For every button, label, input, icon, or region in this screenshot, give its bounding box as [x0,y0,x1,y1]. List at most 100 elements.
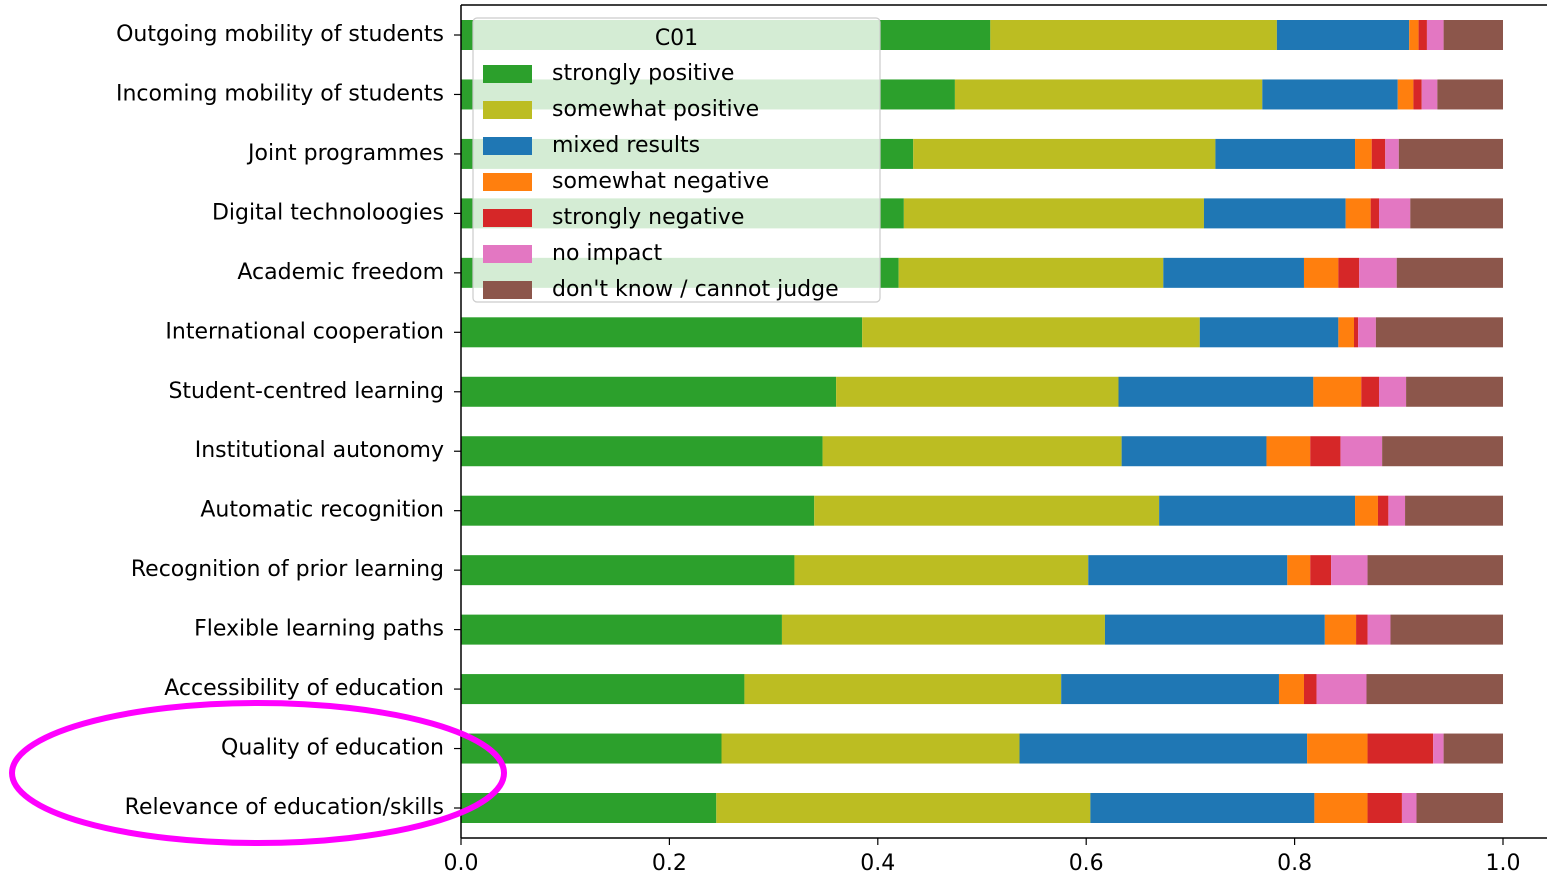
bar-segment [1303,674,1317,705]
plot-area: Outgoing mobility of students Incoming mo… [116,4,1547,876]
bar-segment [1361,376,1380,407]
bar-segment [794,555,1089,586]
x-tick-label: 0.0 [444,851,479,876]
x-tick-label: 0.8 [1277,851,1312,876]
legend-label: don't know / cannot judge [552,277,839,302]
legend-label: somewhat negative [552,169,769,194]
bar-segment [954,79,1263,110]
bar-segment [1316,674,1367,705]
bar-segment [1303,257,1339,288]
bar-segment [1338,257,1360,288]
bar-segment [990,20,1277,50]
bar-segment [1163,257,1304,288]
bar-segment [1159,495,1356,526]
bar-segment [1367,614,1391,645]
bar-segment [1355,138,1372,169]
legend-box [472,17,881,303]
legend-label: strongly positive [552,61,734,86]
bar-segment [1433,733,1444,764]
bar-segment [1345,198,1371,229]
legend-label: somewhat positive [552,97,759,122]
bar-segment [781,614,1105,645]
y-tick-label: Joint programmes [246,141,444,166]
y-tick-label: Digital technoloogies [212,200,444,225]
bar-segment [744,674,1062,705]
bar-segment [1379,198,1411,229]
bar-segment [721,733,1020,764]
bar-segment [1405,495,1503,526]
bar-segment [1371,138,1386,169]
legend-label: strongly negative [552,205,744,230]
bar-segment [1382,436,1503,467]
legend-label: mixed results [552,133,700,158]
bar-segment [1443,733,1503,764]
bar-segment [862,317,1200,348]
bar-segment [461,495,815,526]
x-tick-label: 0.2 [652,851,687,876]
bar-segment [1390,614,1503,645]
bar-segment [1104,614,1325,645]
bar-segment [1307,733,1368,764]
bar-segment [1377,495,1389,526]
y-tick-label: Relevance of education/skills [125,795,444,820]
legend-swatch [483,281,532,299]
bar-segment [1355,495,1378,526]
y-tick-label: Automatic recognition [200,498,444,523]
bar-segment [913,138,1216,169]
legend-swatch [483,65,532,83]
bar-segment [1401,793,1417,823]
bar-segment [1409,20,1419,50]
bar-segment [1088,555,1288,586]
bar-segment [1396,257,1503,288]
bar-segment [1331,555,1368,586]
x-tick-label: 0.4 [860,851,895,876]
bar-segment [1203,198,1346,229]
bar-segment [461,733,722,764]
y-tick-label: Outgoing mobility of students [116,22,444,47]
bar-segment [1375,317,1503,348]
bar-segment [1358,317,1376,348]
bar-segment [1359,257,1397,288]
bar-segment [461,317,863,348]
bar-segment [461,555,795,586]
bar-segment [1118,376,1314,407]
bar-segment [461,376,837,407]
bar-segment [822,436,1122,467]
bar-segment [1276,20,1410,50]
bar-segment [1199,317,1339,348]
bar-segment [903,198,1204,229]
bar-segment [1397,79,1414,110]
bar-segment [1366,674,1503,705]
bar-segment [1061,674,1279,705]
bar-segment [1413,79,1422,110]
y-tick-label: Accessibility of education [164,676,444,701]
bar-segment [1418,20,1427,50]
bar-segment [1426,20,1444,50]
bar-segment [1338,317,1354,348]
y-tick-label: International cooperation [165,319,444,344]
bar-segment [1262,79,1398,110]
legend-swatch [483,245,532,263]
bar-segment [716,793,1091,823]
bar-segment [1287,555,1311,586]
bar-segment [1367,555,1503,586]
y-tick-label: Student-centred learning [168,379,444,404]
bar-segment [1421,79,1438,110]
bar-segment [1388,495,1406,526]
bar-segment [1324,614,1357,645]
bar-segment [836,376,1119,407]
bar-segment [461,436,823,467]
legend-swatch [483,209,532,227]
bar-segment [1314,793,1368,823]
bar-segment [1340,436,1383,467]
bar-segment [814,495,1160,526]
x-tick-label: 0.6 [1069,851,1104,876]
bar-segment [1090,793,1315,823]
bar-segment [1353,317,1359,348]
y-tick-label: Flexible learning paths [194,617,444,642]
legend-swatch [483,101,532,119]
x-tick-label: 1.0 [1486,851,1521,876]
bar-segment [1437,79,1503,110]
